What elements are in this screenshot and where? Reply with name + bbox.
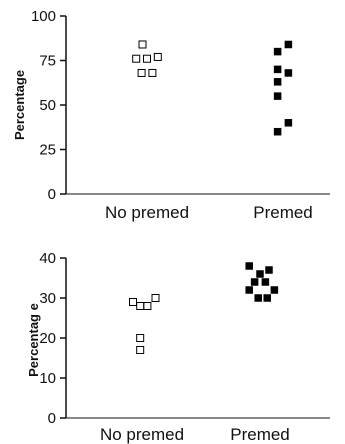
no-premed-point [148, 68, 157, 77]
y-axis-title: Percentage [12, 70, 27, 140]
premed-point [245, 286, 253, 294]
no-premed-point [129, 298, 137, 306]
premed-point [284, 119, 293, 127]
no-premed-point [143, 302, 152, 310]
y-tick-label: 10 [39, 370, 56, 387]
y-tick-label: 0 [48, 186, 56, 203]
no-premed-point [136, 334, 145, 342]
no-premed-point [143, 54, 151, 63]
premed-point [263, 294, 271, 302]
y-tick-label: 20 [39, 330, 56, 347]
category-label: No premed [100, 425, 184, 444]
y-tick-label: 0 [48, 410, 56, 427]
premed-point [284, 40, 293, 49]
premed-point [245, 262, 253, 270]
no-premed-point [137, 68, 146, 77]
premed-point [273, 65, 282, 74]
category-label: Premed [253, 203, 313, 222]
premed-point [250, 278, 259, 286]
premed-point [273, 78, 282, 86]
y-tick-label: 100 [31, 8, 56, 25]
y-tick-label: 40 [39, 250, 56, 267]
premed-point [273, 127, 282, 136]
premed-point [256, 270, 264, 278]
no-premed-point [151, 294, 160, 302]
plot-1: 0 25 50 75 100 Percentage No premed Premed [12, 8, 330, 222]
no-premed-point [132, 54, 141, 63]
plot-2: 0 10 20 30 40 Percentag e No premed Premed [26, 250, 330, 444]
y-tick-label: 75 [39, 53, 56, 70]
premed-point [254, 294, 262, 302]
no-premed-point [153, 52, 162, 61]
no-premed-point [136, 302, 145, 310]
no-premed-point [138, 40, 147, 49]
category-label: Premed [230, 425, 290, 444]
premed-point [273, 92, 282, 100]
premed-point [273, 47, 282, 56]
y-tick-label: 30 [39, 290, 56, 307]
no-premed-point [136, 346, 145, 354]
premed-point [284, 69, 293, 77]
category-label: No premed [105, 203, 189, 222]
y-axis-title: Percentag e [26, 303, 41, 377]
premed-point [261, 278, 270, 286]
premed-point [265, 266, 273, 274]
y-tick-label: 25 [39, 142, 56, 159]
premed-point [270, 286, 279, 294]
y-tick-label: 50 [39, 97, 56, 114]
